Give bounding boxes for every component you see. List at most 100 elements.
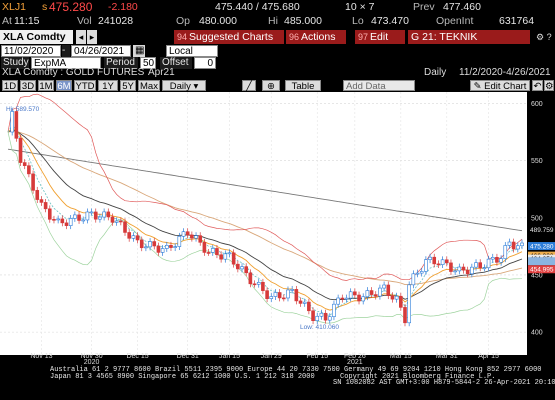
scroll-right-button[interactable]: ▸ [87, 30, 97, 44]
size: 10 × 7 [345, 1, 375, 13]
quote-bar: XLJ1 s 475.280 -2.180 475.440 / 475.680 … [0, 0, 555, 15]
candle-body [185, 231, 190, 236]
candle-body [419, 271, 424, 274]
candle-body [461, 266, 466, 271]
candle-body [415, 272, 420, 275]
undo-icon[interactable]: ↶ [532, 80, 543, 92]
period-field[interactable]: 50 [140, 57, 156, 69]
candle-body [236, 263, 240, 270]
interval-select[interactable]: Daily ▾ [162, 80, 206, 92]
candle-body [160, 248, 165, 253]
candle-body [240, 266, 244, 270]
range-button-ytd[interactable]: YTD [74, 80, 96, 92]
range-button-3d[interactable]: 3D [20, 80, 36, 92]
candle-body [390, 295, 395, 300]
edit-num: 97 [358, 32, 369, 42]
candle-body [340, 297, 345, 300]
offset-label: Offset [160, 57, 192, 69]
candle-body [190, 234, 194, 239]
x-tick-label: Mar 31 [436, 353, 458, 360]
edit-chart-button[interactable]: ✎ Edit Chart [470, 80, 530, 92]
range-button-1d[interactable]: 1D [2, 80, 18, 92]
long-ema-line [7, 148, 523, 232]
candle-body [311, 310, 315, 321]
candle-body [60, 218, 65, 224]
op-label: Op [176, 15, 191, 27]
candle-body [102, 211, 106, 218]
edit-chart-label: Edit Chart [484, 81, 527, 92]
lower-band-line [7, 131, 523, 324]
candle-body [265, 290, 269, 299]
suggested-charts-button[interactable]: 94 Suggested Charts [174, 30, 284, 44]
candle-body [244, 266, 248, 274]
candle-body [453, 270, 457, 273]
start-date-field[interactable]: 11/02/2020 [1, 45, 61, 57]
offset-field[interactable]: 0 [194, 57, 216, 69]
scroll-left-button[interactable]: ◂ [76, 30, 86, 44]
end-date-field[interactable]: 04/26/2021 [71, 45, 131, 57]
chart-contract: Apr21 [148, 67, 175, 78]
chart-frequency: Daily [424, 67, 447, 78]
zoom-icon[interactable]: ⊕ [262, 80, 280, 92]
window-controls[interactable]: ⚙ ? [536, 32, 552, 42]
candlesticks [10, 108, 524, 327]
candle-body [302, 301, 307, 304]
candle-body [516, 245, 520, 250]
range-button-1y[interactable]: 1Y [98, 80, 118, 92]
range-button-max[interactable]: Max [138, 80, 160, 92]
actions-button[interactable]: 96 Actions [286, 30, 346, 44]
candle-body [411, 273, 416, 286]
low-value: 473.470 [371, 15, 409, 27]
candle-body [227, 252, 232, 255]
calendar-icon[interactable]: ▦ [133, 45, 145, 57]
candle-body [307, 301, 311, 312]
currency-select[interactable]: Local CCY [166, 45, 218, 69]
y-tick-label: 500 [531, 215, 543, 222]
range-button-6m[interactable]: 6M [56, 80, 72, 92]
pencil-icon: ✎ [473, 81, 485, 92]
candle-body [378, 287, 382, 297]
footer-line-2: Japan 81 3 4565 8900 Singapore 65 6212 1… [50, 373, 315, 381]
range-button-5y[interactable]: 5Y [120, 80, 136, 92]
candle-body [156, 245, 161, 253]
footer-line-3: Copyright 2021 Bloomberg Finance L.P. [340, 373, 495, 381]
candle-body [319, 312, 324, 317]
candle-body [98, 216, 102, 220]
candle-body [47, 208, 52, 220]
candle-body [373, 294, 378, 297]
g21-button[interactable]: G 21: TEKNIK COZUMLEM… [408, 30, 530, 44]
chart-security: XLA Comdty : GOLD FUTURES [2, 67, 145, 78]
edit-label: Edit [370, 31, 389, 43]
candle-body [43, 202, 48, 210]
security-title[interactable]: XLA Comdty [0, 30, 73, 44]
candle-body [490, 257, 495, 260]
candle-body [219, 254, 223, 260]
study-select[interactable]: ExpMA [31, 57, 101, 69]
line-tool-button[interactable]: ╱ [242, 80, 256, 92]
candle-body [177, 235, 182, 247]
settings-icon[interactable]: ⚙ [544, 80, 554, 92]
last-price: 475.280 [49, 0, 93, 14]
time-label: At [2, 15, 12, 27]
bid-ask: 475.440 / 475.680 [215, 1, 300, 13]
candle-body [294, 289, 299, 302]
vol-label: Vol [77, 15, 92, 27]
range-button-1m[interactable]: 1M [38, 80, 54, 92]
x-tick-label: Nov 13 [30, 353, 52, 360]
candle-body [22, 162, 27, 166]
candle-body [148, 241, 152, 248]
price-chart[interactable]: 400 450 500 550 600 Nov 13 Nov 30 Dec 15 Dec 31… [0, 92, 555, 400]
candle-body [348, 291, 353, 299]
candle-body [231, 252, 236, 265]
price-tag-label: 489.759 [530, 227, 554, 234]
table-button[interactable]: Table [285, 80, 321, 92]
edit-button[interactable]: 97 Edit [355, 30, 405, 44]
prev-value: 477.460 [443, 1, 481, 13]
stats-bar: At 11:15 Vol 241028 Op 480.000 Hi 485.00… [0, 15, 555, 29]
add-data-field[interactable]: Add Data [343, 80, 415, 92]
candle-body [470, 266, 474, 275]
y-tick-label: 600 [531, 101, 543, 108]
footer-line-4: SN 1082082 AST GMT+3:00 H879-5844-2 26-A… [333, 379, 555, 387]
candle-body [353, 291, 357, 296]
low-label: Lo [352, 15, 364, 27]
